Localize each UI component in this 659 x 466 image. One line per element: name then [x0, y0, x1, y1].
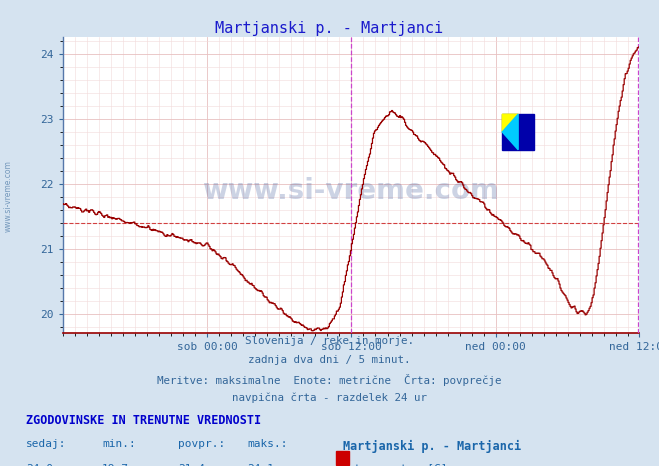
Text: 24,1: 24,1 [247, 464, 274, 466]
Text: zadnja dva dni / 5 minut.: zadnja dva dni / 5 minut. [248, 355, 411, 365]
Text: www.si-vreme.com: www.si-vreme.com [3, 160, 13, 232]
Text: ZGODOVINSKE IN TRENUTNE VREDNOSTI: ZGODOVINSKE IN TRENUTNE VREDNOSTI [26, 414, 262, 427]
Text: Martjanski p. - Martjanci: Martjanski p. - Martjanci [215, 21, 444, 36]
Text: 21,4: 21,4 [178, 464, 205, 466]
Text: Slovenija / reke in morje.: Slovenija / reke in morje. [245, 336, 414, 346]
Text: Meritve: maksimalne  Enote: metrične  Črta: povprečje: Meritve: maksimalne Enote: metrične Črta… [158, 374, 501, 386]
Text: temperatura[C]: temperatura[C] [353, 464, 447, 466]
Text: min.:: min.: [102, 439, 136, 449]
Text: sedaj:: sedaj: [26, 439, 67, 449]
Text: www.si-vreme.com: www.si-vreme.com [202, 177, 500, 205]
Text: povpr.:: povpr.: [178, 439, 225, 449]
Text: 24,0: 24,0 [26, 464, 53, 466]
Text: maks.:: maks.: [247, 439, 287, 449]
Text: navpična črta - razdelek 24 ur: navpična črta - razdelek 24 ur [232, 392, 427, 403]
Text: Martjanski p. - Martjanci: Martjanski p. - Martjanci [343, 439, 521, 452]
Text: 19,7: 19,7 [102, 464, 129, 466]
